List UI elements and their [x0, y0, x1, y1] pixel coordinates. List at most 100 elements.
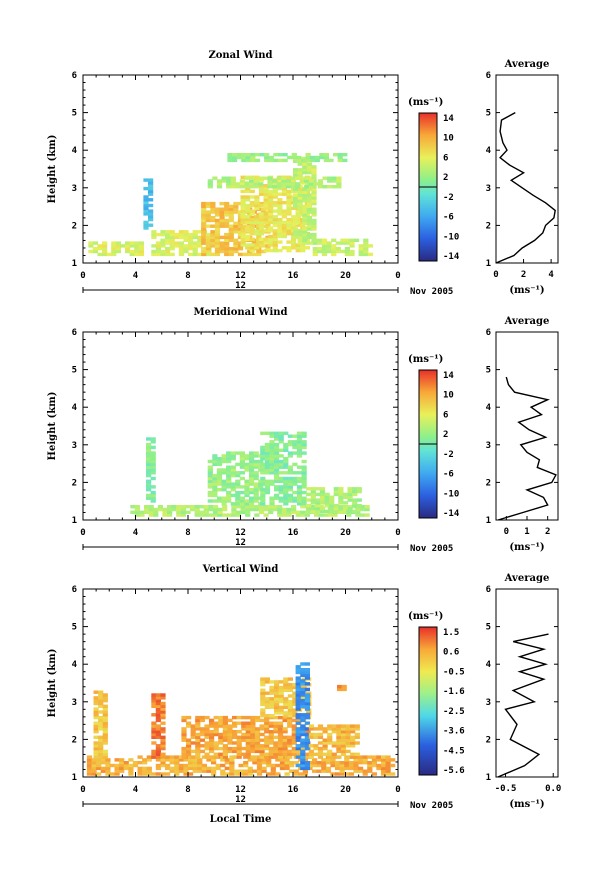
heatmap-cell	[188, 235, 194, 240]
y-tick-label: 6	[486, 328, 491, 338]
heatmap-cell	[190, 741, 196, 745]
heatmap-cell	[169, 232, 175, 237]
heatmap-cell	[227, 718, 233, 723]
heatmap-cell	[264, 724, 270, 728]
heatmap-cell	[153, 513, 159, 517]
colorbar-tick-label: -2	[443, 193, 454, 203]
heatmap-cell	[167, 513, 173, 517]
heatmap-cell	[230, 482, 236, 486]
date-label: Nov 2005	[410, 801, 453, 811]
heatmap-cell	[151, 721, 157, 725]
heatmap-cell	[222, 735, 228, 739]
heatmap-cell	[260, 688, 266, 692]
heatmap-cell	[258, 217, 265, 222]
heatmap-cell	[287, 468, 293, 472]
heatmap-cell	[367, 766, 373, 771]
heatmap-cell	[240, 195, 246, 199]
heatmap-cell	[195, 752, 201, 756]
heatmap-cell	[265, 235, 271, 240]
heatmap-cell	[264, 471, 270, 475]
heatmap-cell	[311, 232, 317, 237]
heatmap-cell	[347, 487, 353, 491]
heatmap-cell	[245, 220, 251, 225]
heatmap-cell	[297, 235, 303, 240]
heatmap-cell	[258, 192, 265, 196]
heatmap-cell	[300, 758, 306, 762]
heatmap-cell	[287, 683, 293, 687]
heatmap-cell	[286, 201, 292, 205]
heatmap-cell	[102, 755, 108, 759]
heatmap-cell	[296, 465, 303, 469]
heatmap-cell	[206, 769, 212, 773]
heatmap-cell	[338, 498, 344, 502]
heatmap-cell	[174, 772, 180, 776]
heatmap-cell	[148, 217, 154, 222]
heatmap-cell	[188, 766, 194, 771]
heatmap-cell	[281, 513, 287, 517]
heatmap-cell	[278, 471, 284, 475]
heatmap-cell	[211, 758, 217, 762]
heatmap-cell	[213, 755, 219, 759]
heatmap-cell	[295, 715, 301, 720]
heatmap-cell	[295, 176, 301, 180]
heatmap-cell	[371, 772, 377, 776]
x-tick-label: 8	[185, 785, 190, 795]
heatmap-cell	[278, 440, 284, 444]
heatmap-cell	[105, 761, 111, 765]
heatmap-cell	[249, 209, 255, 213]
heatmap-cell	[310, 155, 316, 160]
heatmap-cell	[227, 735, 233, 739]
heatmap-cell	[232, 715, 238, 720]
heatmap-cell	[286, 248, 292, 253]
heatmap-cell	[224, 210, 230, 214]
heatmap-cell	[258, 237, 265, 241]
heatmap-cell	[207, 179, 213, 183]
heatmap-cell	[286, 209, 292, 213]
y-tick-label: 2	[72, 221, 77, 231]
heatmap-cell	[96, 761, 102, 765]
heatmap-cell	[180, 505, 186, 509]
heatmap-cell	[212, 459, 218, 464]
heatmap-cell	[264, 697, 270, 701]
heatmap-cell	[233, 772, 240, 776]
heatmap-cell	[308, 732, 314, 737]
heatmap-cell	[263, 507, 269, 512]
heatmap-cell	[105, 772, 111, 776]
heatmap-cell	[160, 232, 166, 237]
heatmap-cell	[139, 513, 145, 517]
heatmap-cell	[290, 182, 296, 186]
heatmap-cell	[292, 683, 298, 687]
heatmap-cell	[212, 485, 218, 489]
heatmap-cell	[322, 752, 328, 756]
heatmap-cell	[226, 468, 232, 472]
heatmap-cell	[276, 185, 282, 189]
heatmap-cell	[151, 696, 157, 700]
heatmap-cell	[221, 176, 227, 180]
heatmap-cell	[295, 690, 301, 694]
heatmap-cell	[216, 462, 223, 467]
heatmap-cell	[228, 230, 234, 234]
heatmap-cell	[272, 203, 278, 208]
heatmap-cell	[258, 212, 265, 216]
heatmap-cell	[312, 769, 318, 773]
heatmap-cell	[385, 763, 391, 768]
y-tick-label: 4	[72, 146, 78, 156]
heatmap-cell	[285, 179, 291, 183]
heatmap-cell	[324, 492, 330, 497]
heatmap-cell	[160, 704, 166, 708]
heatmap-cell	[340, 741, 347, 745]
heatmap-cell	[160, 715, 166, 720]
heatmap-cell	[335, 761, 341, 765]
heatmap-cell	[268, 155, 274, 160]
heatmap-cell	[232, 746, 238, 751]
heatmap-cell	[301, 490, 307, 495]
heatmap-cell	[306, 210, 312, 214]
heatmap-cell	[323, 158, 329, 163]
heatmap-cell	[256, 238, 262, 242]
heatmap-cell	[221, 485, 227, 489]
heatmap-cell	[268, 189, 274, 194]
heatmap-cell	[268, 505, 274, 509]
heatmap-cell	[214, 247, 221, 251]
heatmap-cell	[188, 238, 194, 242]
heatmap-cell	[183, 772, 189, 776]
